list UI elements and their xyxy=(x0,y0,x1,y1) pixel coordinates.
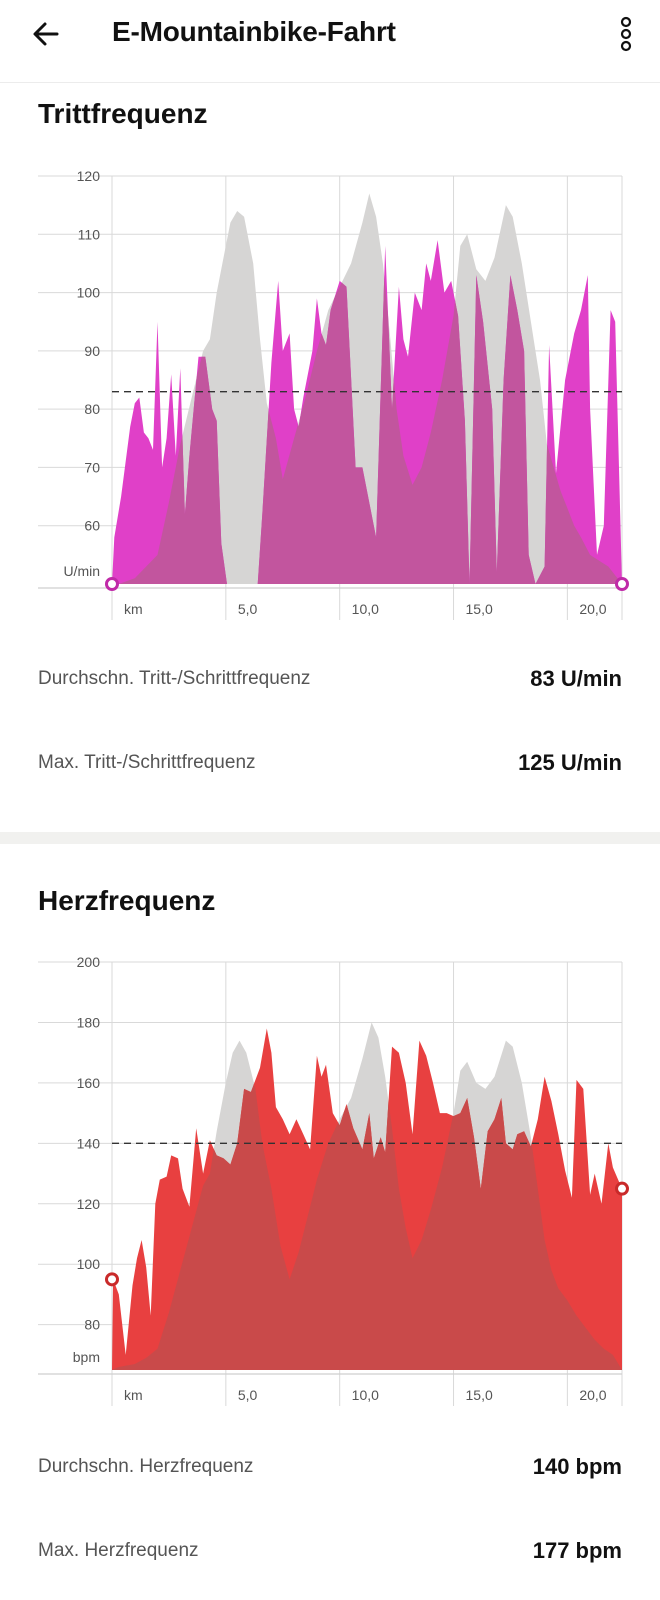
max-cadence-label: Max. Tritt-/Schrittfrequenz xyxy=(38,752,256,773)
elevation-area xyxy=(112,193,622,584)
x-unit-label: km xyxy=(124,1387,143,1403)
y-tick-label: 80 xyxy=(84,401,100,417)
x-unit-label: km xyxy=(124,601,143,617)
more-vertical-icon xyxy=(620,16,632,52)
section-divider xyxy=(0,832,660,844)
heart-rate-chart[interactable]: 200 180 160 140 120 100 80 bpm km 5,0 10,0 15,0 20,0 xyxy=(0,946,660,1406)
x-tick-label: 20,0 xyxy=(579,1387,606,1403)
x-tick-label: 15,0 xyxy=(466,601,493,617)
y-tick-label: 180 xyxy=(77,1014,101,1030)
start-marker xyxy=(105,1272,119,1287)
y-tick-label: 90 xyxy=(84,343,100,359)
x-tick-label: 15,0 xyxy=(466,1387,493,1403)
y-tick-label: 120 xyxy=(77,1196,101,1212)
heart-section-title: Herzfrequenz xyxy=(38,885,216,916)
y-tick-label: 200 xyxy=(77,954,101,970)
y-unit-label: U/min xyxy=(63,563,100,579)
x-tick-label: 10,0 xyxy=(352,601,379,617)
start-marker xyxy=(105,577,119,591)
cadence-section-title: Trittfrequenz xyxy=(38,98,208,129)
max-heart-row: Max. Herzfrequenz 177 bpm xyxy=(38,1538,622,1570)
avg-heart-value: 140 bpm xyxy=(532,1454,622,1479)
x-tick-label: 20,0 xyxy=(579,601,606,617)
end-marker xyxy=(615,577,629,591)
overlap-area xyxy=(112,240,622,584)
avg-cadence-value: 83 U/min xyxy=(530,666,622,691)
overlap-area xyxy=(112,1028,622,1370)
areas xyxy=(112,1022,622,1370)
y-tick-label: 80 xyxy=(84,1317,100,1333)
max-heart-value: 177 bpm xyxy=(532,1538,622,1563)
x-tick-label: 5,0 xyxy=(238,601,258,617)
y-tick-label: 100 xyxy=(77,1256,101,1272)
x-tick-label: 10,0 xyxy=(352,1387,379,1403)
back-button[interactable] xyxy=(26,14,66,54)
end-marker xyxy=(615,1181,629,1196)
avg-heart-row: Durchschn. Herzfrequenz 140 bpm xyxy=(38,1454,622,1486)
y-tick-label: 140 xyxy=(77,1135,101,1151)
avg-heart-label: Durchschn. Herzfrequenz xyxy=(38,1456,254,1477)
y-tick-label: 160 xyxy=(77,1075,101,1091)
y-tick-label: 110 xyxy=(78,226,101,242)
y-tick-label: 120 xyxy=(77,168,101,184)
avg-cadence-row: Durchschn. Tritt-/Schrittfrequenz 83 U/m… xyxy=(38,666,622,698)
areas xyxy=(112,193,622,584)
arrow-left-icon xyxy=(33,22,59,46)
more-options-button[interactable] xyxy=(604,12,648,56)
app-bar: E-Mountainbike-Fahrt xyxy=(0,0,660,83)
y-tick-label: 70 xyxy=(84,459,100,475)
max-cadence-row: Max. Tritt-/Schrittfrequenz 125 U/min xyxy=(38,750,622,782)
max-cadence-value: 125 U/min xyxy=(518,750,622,775)
max-heart-label: Max. Herzfrequenz xyxy=(38,1540,199,1561)
cadence-chart[interactable]: 120 110 100 90 80 70 60 U/min km 5,0 10,0 15,0 20,0 xyxy=(0,160,660,620)
x-tick-label: 5,0 xyxy=(238,1387,258,1403)
y-tick-label: 100 xyxy=(77,285,101,301)
page-title: E-Mountainbike-Fahrt xyxy=(112,16,396,47)
avg-cadence-label: Durchschn. Tritt-/Schrittfrequenz xyxy=(38,668,311,689)
y-tick-label: 60 xyxy=(84,518,100,534)
y-unit-label: bpm xyxy=(73,1349,100,1365)
